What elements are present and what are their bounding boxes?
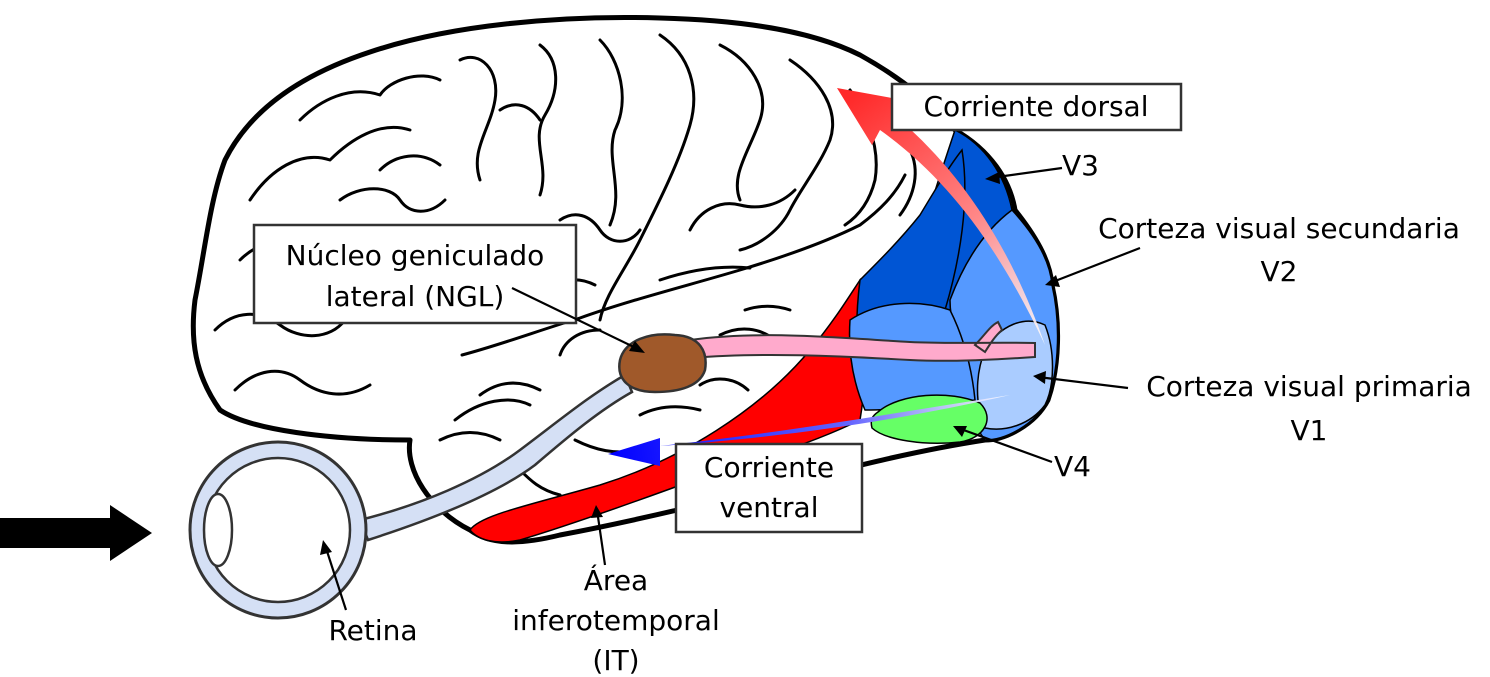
dorsal-label-box [890, 82, 1183, 132]
lgn-label-line1: Núcleo geniculado [286, 239, 545, 272]
v1-label: V1 [1291, 414, 1328, 447]
ventral-stream-label-line1: Corriente [704, 451, 834, 484]
dorsal-stream-arrow [837, 88, 1045, 345]
secondary-cortex-label: Corteza visual secundaria [1098, 212, 1460, 245]
lens [202, 492, 234, 568]
v2-label: V2 [1261, 255, 1298, 288]
primary-cortex-label: Corteza visual primaria [1146, 370, 1472, 403]
v4-label: V4 [1054, 450, 1091, 483]
ventral-label-box [674, 442, 864, 534]
optic-radiation [688, 320, 1036, 362]
dorsal-stream-label: Corriente dorsal [923, 90, 1148, 123]
retina-label: Retina [328, 614, 417, 647]
lgn [618, 333, 707, 394]
input-arrow [0, 505, 152, 561]
lgn-label-box [252, 223, 578, 325]
v3-label: V3 [1062, 149, 1099, 182]
it-label-line1: Área [584, 563, 648, 597]
ventral-stream-arrow [608, 395, 1010, 466]
it-label-line3: (IT) [592, 644, 639, 677]
eye [188, 440, 368, 620]
it-label-line2: inferotemporal [512, 604, 719, 637]
label-pointers [320, 166, 1141, 611]
lgn-label-line2: lateral (NGL) [326, 280, 505, 313]
optic-nerve [358, 373, 634, 542]
ventral-stream-label-line2: ventral [720, 491, 819, 524]
